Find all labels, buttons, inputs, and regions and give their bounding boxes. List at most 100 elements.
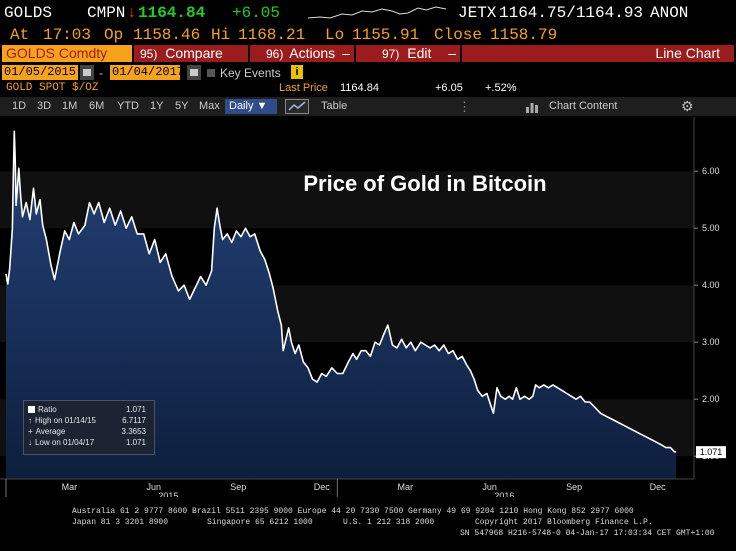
compare-num: 95) (140, 47, 158, 61)
footer-serial: SN 547968 H216-5748-0 04-Jan-17 17:03:34… (0, 529, 736, 540)
key-events-checkbox[interactable] (207, 69, 215, 77)
calendar-icon[interactable] (187, 65, 201, 80)
open-value: 1158.46 (133, 26, 201, 44)
footer-us: U.S. 1 212 318 2000 (343, 518, 435, 527)
x-tick-label: Mar (397, 482, 413, 492)
legend-row-average: + Average 3.3653 (28, 427, 150, 437)
footer-line1: Australia 61 2 9777 8600 Brazil 5511 239… (72, 507, 634, 516)
date-range-bar: 01/05/2015 - 01/04/2017 Key Events i (0, 64, 736, 81)
x-tick-label: Sep (230, 482, 246, 492)
ticker[interactable]: GOLDS (4, 4, 53, 22)
period-1m[interactable]: 1M (62, 100, 78, 112)
grid-band (0, 171, 694, 229)
legend-label: Average (35, 427, 66, 436)
footer-copyright: Copyright 2017 Bloomberg Finance L.P. (475, 518, 653, 527)
period-ytd[interactable]: YTD (117, 100, 139, 112)
x-tick-label: Sep (566, 482, 582, 492)
x-tick-label: Jun (147, 482, 162, 492)
y-tick-label: 5.00 (702, 223, 720, 233)
legend-value: 1.071 (125, 405, 146, 414)
edit-menu[interactable]: 97) Edit – (356, 45, 460, 62)
actions-menu[interactable]: 96) Actions – (250, 45, 354, 62)
period-toolbar: 1D 3D 1M 6M YTD 1Y 5Y Max Daily ▼ Table … (0, 97, 736, 116)
ohlc-line: At 17:03 Op 1158.46 Hi 1168.21 Lo 1155.9… (0, 24, 736, 44)
low-value: 1155.91 (352, 26, 420, 44)
footer-contacts-2: Japan 81 3 3201 8900 Singapore 65 6212 1… (0, 518, 736, 529)
legend-label: High on 01/14/15 (35, 416, 96, 425)
x-tick-label: Jun (482, 482, 497, 492)
period-3d[interactable]: 3D (37, 100, 52, 112)
security-field[interactable]: GOLDS Comdty (2, 45, 132, 62)
legend-label: Low on 01/04/17 (35, 438, 95, 447)
calendar-icon[interactable] (80, 65, 94, 80)
date-separator: - (99, 66, 103, 80)
change-value: +6.05 (435, 82, 463, 94)
bid-ask: 1164.75/1164.93 (499, 4, 644, 22)
high-value: 1168.21 (238, 26, 306, 44)
legend-row-ratio: Ratio 1.071 (28, 405, 150, 415)
time-value: 17:03 (43, 26, 92, 44)
y-tick-label: 3.00 (702, 337, 720, 347)
quote-header: GOLDS CMPN ↓ 1164.84 +6.05 JETX 1164.75/… (0, 2, 736, 24)
start-date-input[interactable]: 01/05/2015 (2, 65, 78, 80)
period-1d[interactable]: 1D (12, 100, 27, 112)
close-label: Close (434, 26, 483, 44)
divider-handle-icon[interactable]: ⋮ (458, 99, 471, 114)
quote-tag: ANON (650, 4, 689, 22)
year-label: 2015 (158, 491, 178, 497)
footer-serial-text: SN 547968 H216-5748-0 04-Jan-17 17:03:34… (460, 529, 715, 538)
line-chart-icon[interactable] (285, 99, 309, 114)
security-description: GOLD SPOT $/OZ (6, 82, 99, 94)
pct-change-value: +.52% (485, 82, 517, 94)
chart-type-bar[interactable]: Line Chart (462, 45, 734, 62)
time-label: At (10, 26, 30, 44)
high-label: Hi (211, 26, 231, 44)
low-label: Lo (325, 26, 345, 44)
series-area (6, 131, 676, 480)
last-price: 1164.84 (138, 4, 206, 22)
footer-japan: Japan 81 3 3201 8900 (72, 518, 169, 527)
legend-value: 3.3653 (121, 427, 146, 436)
period-5y[interactable]: 5Y (175, 100, 189, 112)
info-icon[interactable]: i (291, 65, 303, 79)
down-arrow-icon: ↓ (127, 4, 137, 22)
edit-label: Edit (407, 45, 432, 61)
net-change: +6.05 (232, 4, 281, 22)
chart-legend[interactable]: Ratio 1.071 ↑ High on 01/14/15 6.7117 + Av… (23, 400, 155, 455)
legend-value: 1.071 (125, 438, 146, 447)
chart-content-button[interactable]: Chart Content (549, 100, 618, 112)
legend-row-low: ↓ Low on 01/04/17 1.071 (28, 438, 150, 448)
actions-label: Actions (289, 45, 336, 61)
last-price-value: 1164.84 (340, 82, 379, 94)
legend-swatch (28, 406, 35, 414)
compare-label: Compare (165, 45, 223, 61)
compare-menu[interactable]: 95) Compare (134, 45, 248, 62)
period-6m[interactable]: 6M (89, 100, 105, 112)
footer-singapore: Singapore 65 6212 1000 (207, 518, 313, 527)
end-date-input[interactable]: 01/04/2017 (110, 65, 185, 80)
exchange-code: CMPN (87, 4, 126, 22)
grid-band (0, 117, 694, 172)
series-line (5, 130, 677, 453)
average-marker-icon: + (28, 427, 33, 436)
gear-icon[interactable]: ⚙ (681, 98, 694, 114)
period-max[interactable]: Max (199, 100, 220, 112)
last-value-tag: 1.071 (696, 446, 726, 459)
last-value-tag-text: 1.071 (700, 447, 723, 457)
y-tick-label: 4.00 (702, 280, 720, 290)
sparkline-icon (308, 6, 447, 19)
actions-dropdown-icon: – (342, 45, 350, 61)
table-button[interactable]: Table (321, 100, 348, 112)
frequency-dropdown[interactable]: Daily ▼ (225, 99, 277, 114)
actions-num: 96) (266, 47, 284, 61)
legend-value: 6.7117 (122, 416, 146, 425)
period-1y[interactable]: 1Y (150, 100, 164, 112)
y-tick-label: 6.00 (702, 166, 720, 176)
legend-row-high: ↑ High on 01/14/15 6.7117 (28, 416, 150, 426)
legend-label: Ratio (38, 405, 57, 414)
chart-title: Price of Gold in Bitcoin (303, 171, 546, 196)
edit-num: 97) (382, 47, 400, 61)
edit-dropdown-icon: – (448, 45, 456, 61)
last-price-label: Last Price (279, 82, 328, 94)
function-toolbar: GOLDS Comdty 95) Compare 96) Actions – 9… (0, 45, 736, 62)
